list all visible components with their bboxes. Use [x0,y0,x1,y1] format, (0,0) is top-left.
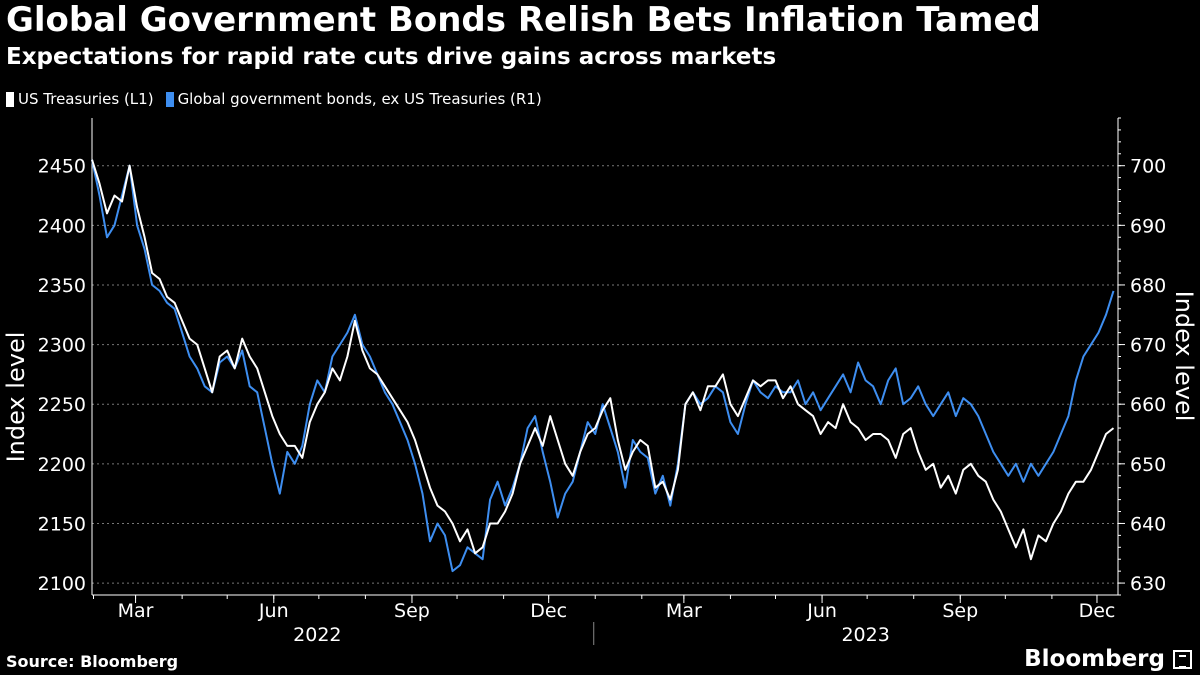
y-tick-right-630: 630 [1130,573,1166,595]
series-line-us-treasuries [91,159,1115,561]
y-tick-left-2200: 2200 [38,454,86,476]
chart-title: Global Government Bonds Relish Bets Infl… [6,0,1041,40]
legend-label-us-treasuries: US Treasuries (L1) [18,90,154,108]
y-tick-right-670: 670 [1130,335,1166,357]
legend-swatch-us-treasuries [6,91,14,107]
y-axis-left-label: Index level [2,332,30,463]
x-tick-label-0: Mar [118,600,154,622]
y-tick-left-2100: 2100 [38,573,86,595]
y-axis-right: 630 640 650 660 670 680 690 700 [1118,117,1166,596]
y-tick-right-680: 680 [1130,275,1166,297]
chart-subtitle: Expectations for rapid rate cuts drive g… [6,44,777,70]
y-tick-right-640: 640 [1130,513,1166,535]
x-tick-label-6: Sep [942,600,978,622]
y-tick-left-2300: 2300 [38,335,86,357]
brand-logo: Bloomberg [1024,646,1192,672]
y-axis-right-label: Index level [1170,291,1198,422]
legend: US Treasuries (L1) Global government bon… [6,90,542,108]
x-axis: Mar Jun Sep Dec Mar Jun Sep Dec 2022 2023 [93,595,1116,646]
x-tick-label-4: Mar [666,600,702,622]
source-note: Source: Bloomberg [6,652,179,671]
legend-swatch-global-bonds [165,91,174,107]
x-tick-label-7: Dec [1079,600,1116,622]
y-tick-right-650: 650 [1130,454,1166,476]
y-axis-left: 2100 2150 2200 2250 2300 2350 2400 2450 [38,156,86,595]
y-tick-left-2450: 2450 [38,156,86,178]
y-tick-left-2400: 2400 [38,215,86,237]
y-tick-left-2350: 2350 [38,275,86,297]
legend-item-global-bonds: Global government bonds, ex US Treasurie… [165,90,542,108]
year-label-1: 2023 [841,624,889,646]
y-tick-left-2250: 2250 [38,394,86,416]
y-tick-right-700: 700 [1130,156,1166,178]
legend-item-us-treasuries: US Treasuries (L1) [6,90,154,108]
y-tick-left-2150: 2150 [38,513,86,535]
legend-label-global-bonds: Global government bonds, ex US Treasurie… [177,90,542,108]
x-tick-label-5: Jun [806,600,837,622]
brand-wordmark: Bloomberg [1024,646,1165,672]
x-tick-label-2: Sep [394,600,430,622]
x-tick-label-1: Jun [258,600,289,622]
y-tick-right-690: 690 [1130,215,1166,237]
grid-lines [92,165,1118,584]
x-tick-label-3: Dec [530,600,567,622]
bloomberg-terminal-icon [1173,649,1192,669]
series-line-global-bonds [91,159,1115,573]
y-tick-right-660: 660 [1130,394,1166,416]
year-label-0: 2022 [293,624,341,646]
